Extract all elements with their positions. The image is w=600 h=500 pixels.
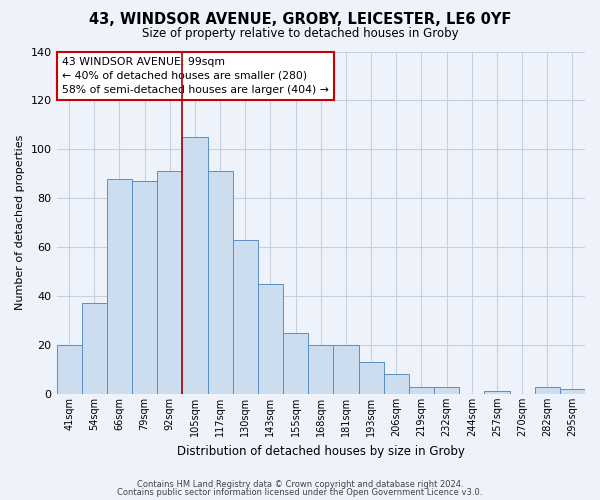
Bar — [560, 389, 585, 394]
Bar — [283, 332, 308, 394]
Text: 43 WINDSOR AVENUE: 99sqm
← 40% of detached houses are smaller (280)
58% of semi-: 43 WINDSOR AVENUE: 99sqm ← 40% of detach… — [62, 56, 329, 94]
Bar — [132, 181, 157, 394]
Bar — [258, 284, 283, 394]
Bar — [82, 304, 107, 394]
Bar — [208, 172, 233, 394]
Bar — [56, 345, 82, 394]
Text: Contains HM Land Registry data © Crown copyright and database right 2024.: Contains HM Land Registry data © Crown c… — [137, 480, 463, 489]
Bar — [157, 172, 182, 394]
Bar — [359, 362, 383, 394]
X-axis label: Distribution of detached houses by size in Groby: Distribution of detached houses by size … — [177, 444, 465, 458]
Text: Size of property relative to detached houses in Groby: Size of property relative to detached ho… — [142, 28, 458, 40]
Bar — [409, 386, 434, 394]
Text: Contains public sector information licensed under the Open Government Licence v3: Contains public sector information licen… — [118, 488, 482, 497]
Y-axis label: Number of detached properties: Number of detached properties — [15, 135, 25, 310]
Bar — [434, 386, 459, 394]
Bar — [308, 345, 334, 394]
Bar — [484, 392, 509, 394]
Bar — [107, 178, 132, 394]
Bar — [334, 345, 359, 394]
Bar — [535, 386, 560, 394]
Text: 43, WINDSOR AVENUE, GROBY, LEICESTER, LE6 0YF: 43, WINDSOR AVENUE, GROBY, LEICESTER, LE… — [89, 12, 511, 28]
Bar — [182, 137, 208, 394]
Bar — [383, 374, 409, 394]
Bar — [233, 240, 258, 394]
